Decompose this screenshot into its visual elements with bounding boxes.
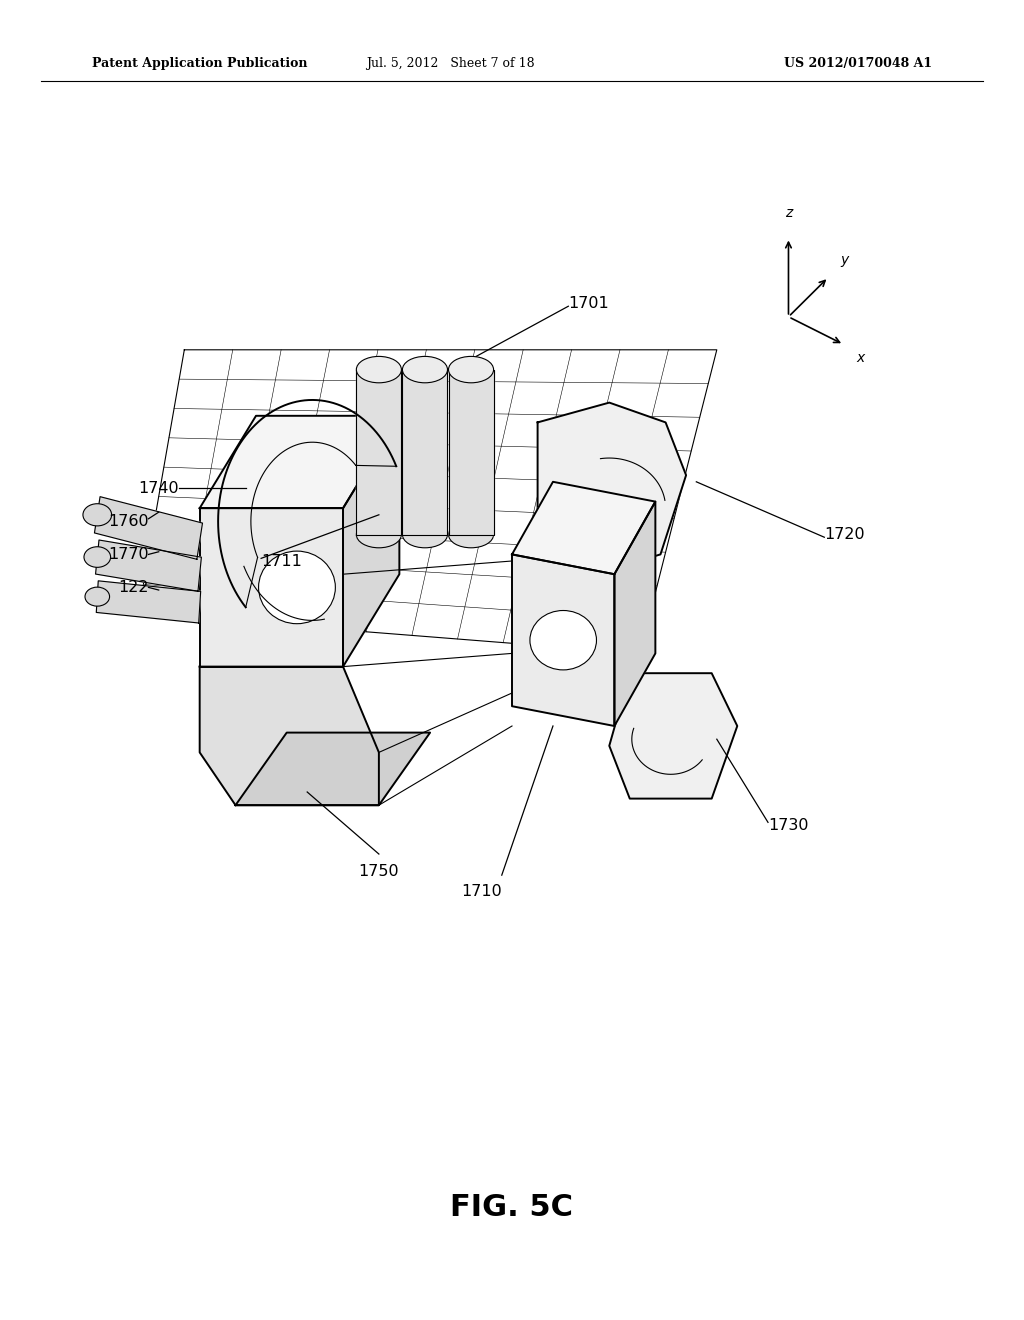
Ellipse shape	[449, 356, 494, 383]
Ellipse shape	[402, 356, 447, 383]
Ellipse shape	[84, 546, 111, 568]
Text: 1770: 1770	[108, 546, 148, 562]
Polygon shape	[538, 403, 686, 574]
Ellipse shape	[402, 521, 447, 548]
Text: 1750: 1750	[358, 863, 399, 879]
Polygon shape	[94, 496, 203, 560]
Polygon shape	[449, 370, 494, 535]
Polygon shape	[200, 508, 343, 667]
Polygon shape	[200, 667, 379, 805]
Ellipse shape	[83, 504, 112, 525]
Text: x: x	[856, 351, 864, 366]
Polygon shape	[96, 581, 201, 623]
Polygon shape	[236, 733, 430, 805]
Ellipse shape	[356, 521, 401, 548]
Polygon shape	[138, 350, 717, 653]
Polygon shape	[512, 482, 655, 574]
Text: 1740: 1740	[138, 480, 179, 496]
Text: 1760: 1760	[108, 513, 148, 529]
Text: 1710: 1710	[461, 883, 502, 899]
Ellipse shape	[530, 610, 596, 671]
Text: 1720: 1720	[824, 527, 865, 543]
Polygon shape	[95, 540, 202, 591]
Text: 1701: 1701	[568, 296, 609, 312]
Text: 1730: 1730	[768, 817, 809, 833]
Ellipse shape	[85, 587, 110, 606]
Text: Jul. 5, 2012   Sheet 7 of 18: Jul. 5, 2012 Sheet 7 of 18	[367, 57, 535, 70]
Text: z: z	[784, 206, 793, 220]
Polygon shape	[402, 370, 447, 535]
Text: 122: 122	[118, 579, 148, 595]
Ellipse shape	[449, 521, 494, 548]
Polygon shape	[512, 554, 614, 726]
Polygon shape	[614, 502, 655, 726]
Ellipse shape	[356, 356, 401, 383]
Text: Patent Application Publication: Patent Application Publication	[92, 57, 307, 70]
Polygon shape	[200, 416, 399, 508]
Text: 1711: 1711	[261, 553, 302, 569]
Text: FIG. 5C: FIG. 5C	[451, 1193, 573, 1222]
Text: US 2012/0170048 A1: US 2012/0170048 A1	[783, 57, 932, 70]
Text: y: y	[841, 252, 849, 267]
Polygon shape	[356, 370, 401, 535]
Polygon shape	[343, 416, 399, 667]
Ellipse shape	[259, 552, 336, 624]
Polygon shape	[609, 673, 737, 799]
